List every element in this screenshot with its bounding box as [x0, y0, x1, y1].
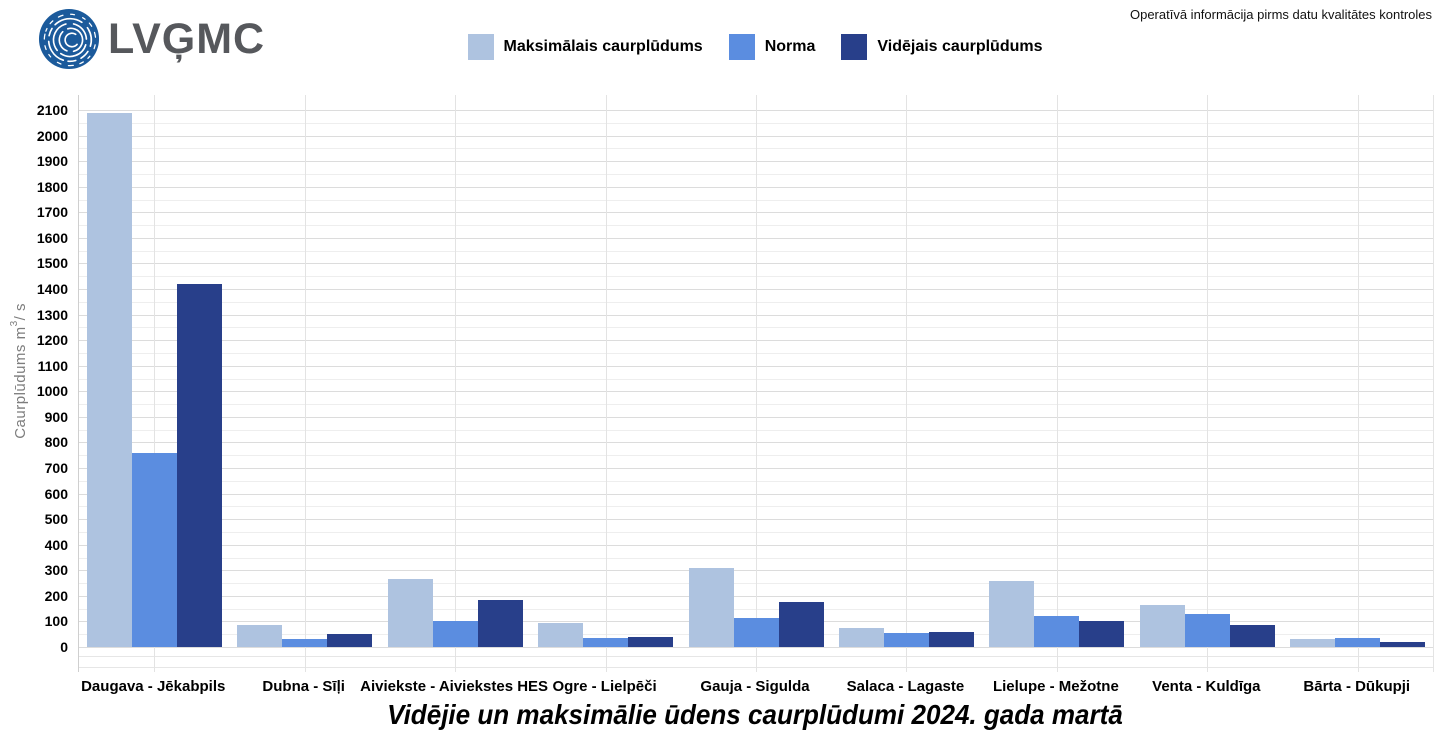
legend-item: Maksimālais caurplūdums — [467, 34, 703, 60]
logo-wordmark: LVĢMC — [108, 15, 266, 63]
bar — [778, 602, 824, 647]
y-tick-label: 1700 — [36, 204, 68, 221]
y-tick-label: 2000 — [36, 127, 68, 144]
y-tick-label: 1400 — [36, 281, 68, 297]
y-tick-label: 1000 — [36, 383, 68, 400]
bar — [1139, 604, 1185, 647]
category-tick-line — [1056, 95, 1058, 672]
category-tick-line — [605, 95, 607, 672]
x-category-label: Aiviekste - Aiviekstes HES — [360, 678, 549, 695]
y-axis-tick-labels: 0 100 200 300 400 500 600 700 800 900 1000 1100 1200… — [4, 95, 68, 672]
y-tick-label: 1800 — [36, 178, 68, 195]
bar — [237, 625, 283, 647]
lvgmc-logo-icon — [38, 8, 100, 70]
bar — [1034, 616, 1080, 647]
x-category-label: Gauja - Sigulda — [700, 678, 810, 695]
y-tick-label: 2100 — [36, 102, 68, 118]
bar — [1380, 641, 1426, 647]
y-tick-label: 300 — [44, 562, 68, 579]
bar — [282, 639, 328, 647]
bar — [86, 112, 132, 647]
bar — [432, 621, 478, 647]
legend-swatch — [841, 34, 868, 60]
category-tick-line — [1207, 95, 1209, 672]
category-tick-line — [1357, 95, 1359, 672]
category-tick-line — [154, 95, 156, 672]
bar — [1335, 638, 1381, 647]
bar — [387, 579, 433, 647]
x-axis-labels: Daugava - Jēkabpils Dubna - Sīļi Aiviekste… — [78, 678, 1432, 700]
bar — [838, 627, 884, 647]
y-tick-label: 700 — [44, 460, 68, 476]
bar — [131, 452, 177, 647]
bar — [327, 634, 373, 647]
operational-info-note: Operatīvā informācija pirms datu kvalitā… — [1129, 7, 1432, 22]
legend-swatch — [728, 34, 755, 60]
x-category-label: Lielupe - Mežotne — [992, 678, 1119, 695]
bar — [1229, 625, 1275, 647]
bar — [989, 580, 1035, 647]
bar — [176, 283, 222, 647]
x-category-label: Ogre - Lielpēči — [552, 678, 657, 695]
category-tick-line — [455, 95, 457, 672]
legend-swatch — [467, 34, 494, 60]
bar — [883, 632, 929, 647]
y-tick-label: 1900 — [36, 153, 68, 170]
legend-label: Vidējais caurplūdums — [877, 38, 1043, 55]
bar — [477, 599, 523, 647]
y-tick-label: 800 — [44, 434, 68, 451]
x-category-label: Daugava - Jēkabpils — [81, 678, 226, 695]
x-category-label: Venta - Kuldīga — [1152, 678, 1261, 695]
legend-label: Maksimālais caurplūdums — [503, 38, 703, 55]
lvgmc-logo: LVĢMC — [38, 8, 265, 70]
bar — [688, 567, 734, 647]
y-tick-label: 1200 — [36, 332, 68, 349]
y-tick-label: 1300 — [36, 306, 68, 323]
bar — [1290, 639, 1336, 647]
legend-item: Vidējais caurplūdums — [841, 34, 1042, 60]
legend-item: Norma — [728, 34, 816, 60]
y-tick-label: 400 — [44, 536, 68, 553]
y-tick-label: 100 — [44, 613, 68, 630]
bar — [583, 638, 629, 647]
category-tick-line — [304, 95, 306, 672]
bar — [1079, 621, 1125, 647]
bar — [1184, 613, 1230, 647]
bar — [538, 622, 584, 647]
plot-area — [78, 95, 1434, 672]
category-tick-line — [756, 95, 757, 672]
y-tick-label: 900 — [44, 408, 68, 425]
x-category-label: Salaca - Lagaste — [846, 678, 965, 695]
x-category-label: Bārta - Dūkupji — [1303, 678, 1411, 695]
legend-label: Norma — [764, 38, 816, 55]
bar — [928, 631, 974, 647]
y-tick-label: 1100 — [37, 357, 68, 374]
y-tick-label: 1600 — [36, 229, 68, 246]
y-tick-label: 500 — [44, 511, 68, 528]
y-tick-label: 0 — [60, 639, 68, 655]
y-tick-label: 200 — [44, 587, 68, 604]
category-tick-line — [906, 95, 908, 672]
bar — [628, 636, 674, 647]
bar — [733, 617, 779, 647]
chart-title: Vidējie un maksimālie ūdens caurplūdumi … — [387, 699, 1123, 730]
x-category-label: Dubna - Sīļi — [262, 678, 345, 695]
y-tick-label: 600 — [44, 485, 68, 502]
y-tick-label: 1500 — [36, 255, 68, 272]
chart-legend: Maksimālais caurplūdums Norma Vidējais cau… — [78, 34, 1432, 60]
